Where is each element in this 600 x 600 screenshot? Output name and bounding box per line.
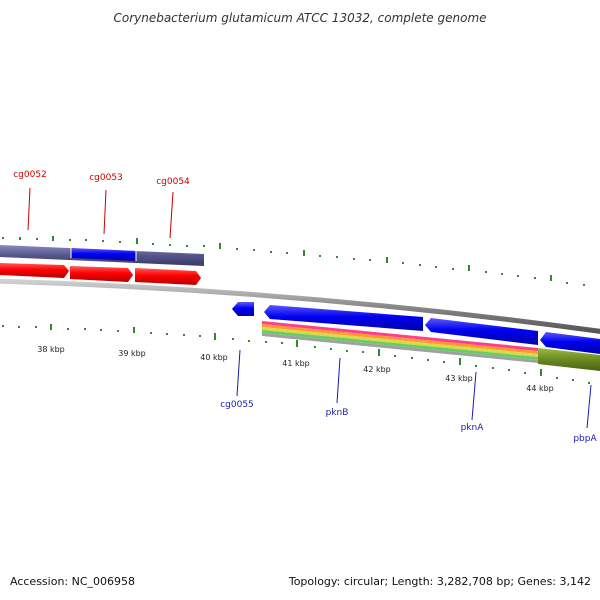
lower-cog-band	[262, 321, 600, 371]
leader-pbpA	[586, 384, 592, 429]
leader-cg0055	[236, 349, 241, 397]
cog-band-olive	[538, 348, 600, 371]
gene-arrow-cg0053	[70, 266, 133, 282]
genome-backbone	[0, 278, 600, 334]
leader-pknA	[471, 371, 477, 421]
leader-cg0053	[103, 189, 107, 235]
scale-label: 38 kbp	[37, 345, 65, 354]
gene-arrow-pknB	[264, 305, 423, 331]
scale-label: 40 kbp	[200, 353, 228, 362]
scale-labels: 38 kbp 39 kbp 40 kbp 41 kbp 42 kbp 43 kb…	[37, 345, 554, 393]
scale-label: 44 kbp	[526, 384, 554, 393]
gene-arrow-pbpA	[540, 332, 600, 354]
scale-label: 42 kbp	[363, 365, 391, 374]
upper-cog-band	[0, 245, 204, 266]
gene-label-cg0055: cg0055	[220, 400, 254, 410]
gene-arrow-cg0054	[135, 268, 201, 285]
gene-label-pbpA: pbpA	[573, 434, 597, 444]
gene-label-cg0053: cg0053	[89, 173, 123, 183]
gene-label-cg0054: cg0054	[156, 177, 190, 187]
scale-label: 39 kbp	[118, 349, 146, 358]
genome-summary-text: Topology: circular; Length: 3,282,708 bp…	[288, 575, 591, 588]
accession-text: Accession: NC_006958	[10, 575, 135, 588]
scale-label: 43 kbp	[445, 374, 473, 383]
leader-pknB	[336, 357, 341, 404]
lower-tick-track	[2, 324, 590, 384]
leader-cg0052	[27, 187, 31, 231]
cog-band-blue-segment	[71, 248, 136, 261]
reverse-strand-genes	[232, 302, 600, 354]
gene-arrow-cg0055	[232, 302, 254, 316]
gene-arrow-pknA	[425, 318, 538, 345]
lower-label-lines	[236, 349, 592, 429]
gene-label-pknB: pknB	[326, 408, 349, 418]
gene-arrow-cg0052	[0, 263, 69, 278]
map-title: Corynebacterium glutamicum ATCC 13032, c…	[113, 11, 486, 25]
gene-label-cg0052: cg0052	[13, 170, 47, 180]
upper-label-lines	[27, 187, 174, 239]
gene-label-pknA: pknA	[461, 423, 485, 433]
leader-cg0054	[169, 191, 174, 239]
scale-label: 41 kbp	[282, 359, 310, 368]
forward-strand-genes	[0, 263, 201, 285]
upper-tick-track	[2, 236, 585, 286]
